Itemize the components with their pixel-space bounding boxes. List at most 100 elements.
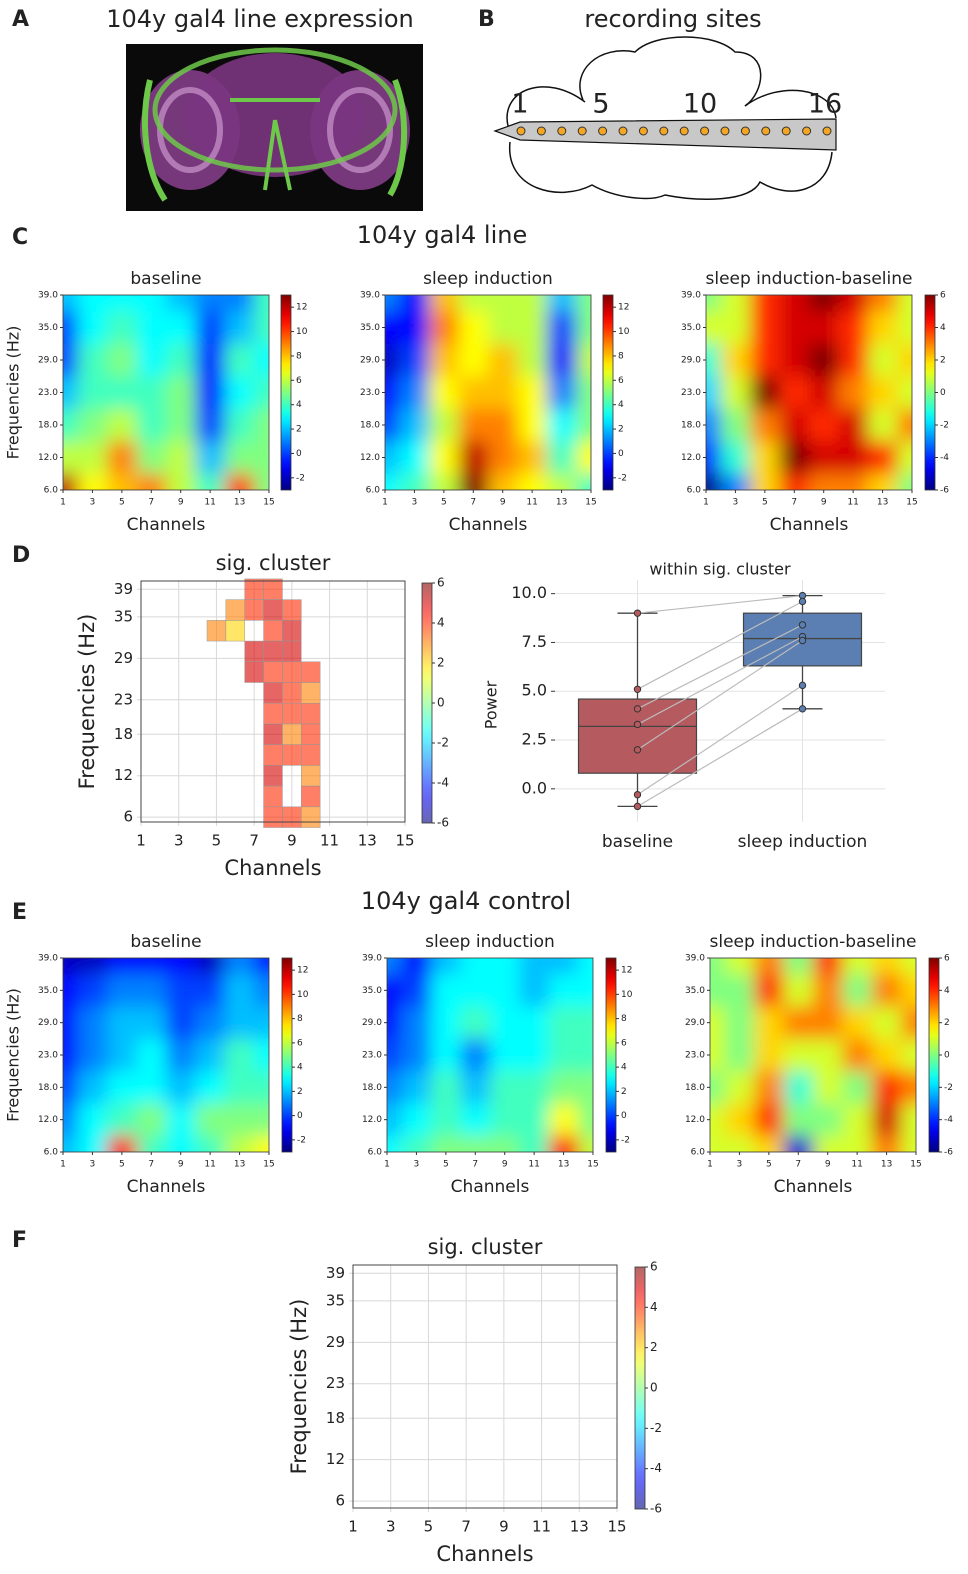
x-tick-label: 7 bbox=[795, 1160, 801, 1170]
heatmap-cell bbox=[107, 1038, 138, 1072]
heatmap-cell bbox=[867, 473, 898, 490]
colorbar-tick-label: 8 bbox=[296, 351, 302, 361]
heatmap-cell bbox=[460, 974, 491, 1007]
colorbar-tick-label: 10 bbox=[296, 327, 308, 337]
heatmap-title: sleep induction bbox=[425, 932, 555, 952]
heatmap-cell bbox=[195, 958, 226, 975]
colorbar-tick-label: 0 bbox=[296, 449, 302, 459]
heatmap-cell bbox=[385, 408, 401, 442]
heatmap-cell bbox=[166, 295, 196, 312]
heatmap-cell bbox=[842, 958, 873, 975]
colorbar-tick-label: -6 bbox=[944, 1148, 953, 1158]
heatmap-cell bbox=[548, 1071, 579, 1104]
heatmap-cell bbox=[63, 1038, 79, 1072]
heatmap-cell bbox=[387, 974, 403, 1007]
heatmap-cell bbox=[107, 1006, 138, 1040]
heatmap-cell bbox=[431, 1103, 462, 1137]
colorbar-tick-label: 0 bbox=[621, 1111, 627, 1121]
heatmap-cell bbox=[813, 1135, 843, 1152]
heatmap-cell bbox=[136, 1006, 167, 1040]
y-tick-label: 29.0 bbox=[38, 1018, 58, 1028]
x-tick-label: 9 bbox=[821, 498, 827, 508]
y-axis-label: Frequencies (Hz) bbox=[287, 1299, 311, 1475]
brain-outline bbox=[506, 36, 837, 200]
x-axis-label: Channels bbox=[127, 515, 206, 535]
heatmap-cell bbox=[460, 1006, 491, 1040]
heatmap-cell bbox=[254, 1103, 269, 1137]
heatmap-cell bbox=[401, 958, 432, 975]
y-tick-label: 29.0 bbox=[362, 1018, 382, 1028]
heatmap-cell bbox=[809, 343, 839, 377]
cluster-cell bbox=[282, 620, 302, 642]
heatmap-cell bbox=[519, 1103, 550, 1137]
x-tick-label: 5 bbox=[119, 1160, 125, 1170]
y-tick-label: 29 bbox=[114, 649, 133, 667]
pair-line bbox=[637, 636, 803, 725]
heatmap-cell bbox=[166, 1038, 196, 1072]
heatmap-cell bbox=[77, 1103, 108, 1137]
heatmap-cell bbox=[77, 1071, 108, 1104]
heatmap-cell bbox=[254, 974, 269, 1007]
heatmap-cell bbox=[224, 958, 255, 975]
colorbar-tick-label: 6 bbox=[296, 376, 302, 386]
y-tick-label: 12.0 bbox=[38, 1115, 58, 1125]
heatmap-cell bbox=[254, 1006, 269, 1040]
x-tick-label: 1 bbox=[60, 1160, 66, 1170]
heatmap-cell bbox=[107, 1071, 138, 1104]
heatmap-cell bbox=[720, 408, 751, 442]
heatmap-cell bbox=[460, 1038, 491, 1072]
heatmap-cell bbox=[166, 343, 196, 377]
y-tick-label: 18.0 bbox=[38, 1083, 58, 1093]
heatmap-cell bbox=[431, 1071, 462, 1104]
heatmap-cell bbox=[107, 311, 138, 345]
plot-frame bbox=[352, 1264, 618, 1509]
heatmap-cell bbox=[779, 295, 810, 312]
section-title: 104y gal4 line bbox=[357, 221, 527, 249]
heatmap-cell bbox=[63, 295, 79, 312]
heatmap-cell bbox=[195, 1038, 226, 1072]
heatmap-cell bbox=[399, 343, 430, 377]
heatmap-cell bbox=[519, 1135, 550, 1152]
y-tick-label: 35.0 bbox=[38, 323, 58, 333]
heatmap-cell bbox=[519, 1038, 550, 1072]
heatmap-cell bbox=[871, 974, 902, 1007]
heatmap-cell bbox=[779, 408, 810, 442]
heatmap-title: sleep induction-baseline bbox=[709, 932, 916, 952]
heatmap-cell bbox=[548, 1006, 579, 1040]
heatmap-cell bbox=[195, 1071, 226, 1104]
heatmap-cell bbox=[458, 295, 489, 312]
heatmap-cell bbox=[871, 1038, 902, 1072]
heatmap-cell bbox=[517, 408, 548, 442]
heatmap-cell bbox=[706, 343, 722, 377]
heatmap-cell bbox=[399, 441, 430, 475]
data-point bbox=[633, 685, 642, 693]
x-tick-label: 7 bbox=[461, 1518, 471, 1536]
x-tick-label: 11 bbox=[320, 832, 339, 850]
x-tick-label: 5 bbox=[424, 1518, 434, 1536]
y-axis-label: Frequencies (Hz) bbox=[4, 326, 23, 460]
heatmap-cell bbox=[901, 958, 916, 975]
site-label: 16 bbox=[808, 89, 842, 120]
heatmap-cell bbox=[401, 1071, 432, 1104]
site bbox=[781, 126, 791, 136]
x-tick-label: baseline bbox=[602, 832, 673, 852]
heatmap-cell bbox=[838, 376, 869, 410]
heatmap-cell bbox=[724, 1038, 755, 1072]
colorbar-gradient bbox=[281, 957, 293, 1153]
site bbox=[740, 126, 750, 136]
heatmap-cell bbox=[387, 1103, 403, 1137]
plot-title: sig. cluster bbox=[428, 1235, 543, 1259]
y-tick-label: 12.0 bbox=[362, 1115, 382, 1125]
colorbar-tick-label: 4 bbox=[437, 616, 445, 630]
colorbar-tick-label: -2 bbox=[621, 1135, 630, 1145]
colorbar-tick-label: 4 bbox=[944, 986, 950, 996]
colorbar-tick-label: 6 bbox=[618, 376, 624, 386]
x-tick-label: 3 bbox=[737, 1160, 743, 1170]
heatmap-cell bbox=[458, 408, 489, 442]
heatmap-cell bbox=[107, 958, 138, 975]
heatmap-cell bbox=[783, 958, 814, 975]
site bbox=[638, 126, 648, 136]
x-tick-label: 3 bbox=[386, 1518, 396, 1536]
x-axis-label: Channels bbox=[449, 515, 528, 535]
heatmap-cell bbox=[63, 1135, 79, 1152]
